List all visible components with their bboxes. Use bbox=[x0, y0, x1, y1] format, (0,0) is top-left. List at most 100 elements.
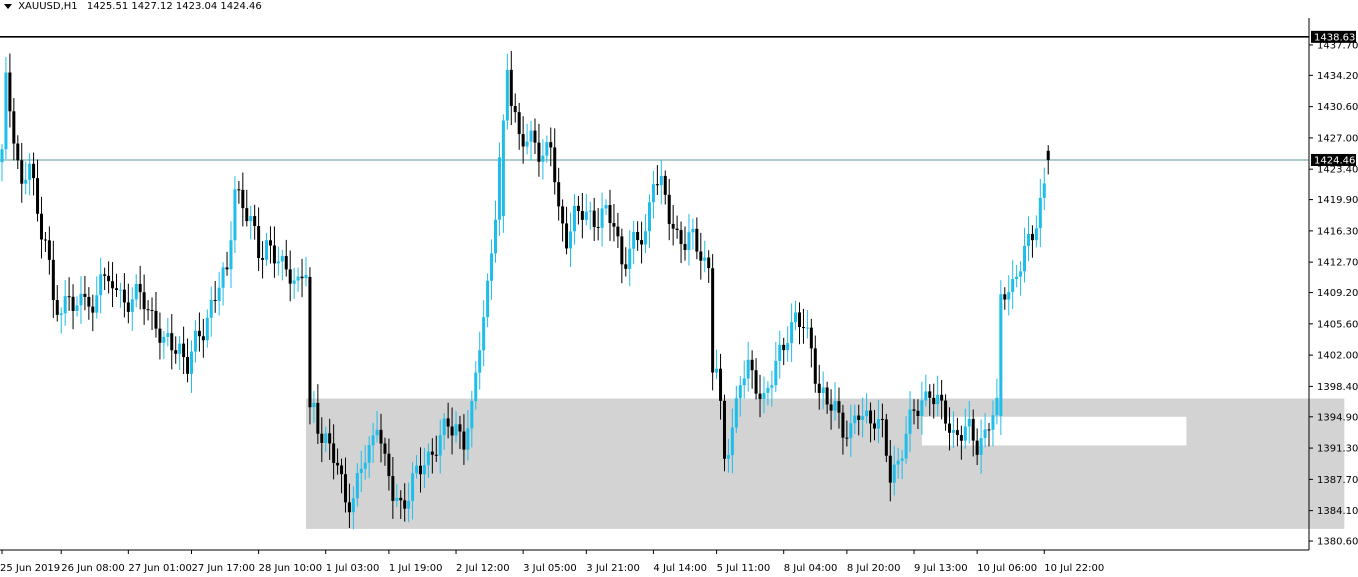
candle-body bbox=[853, 415, 857, 424]
candle-body bbox=[659, 175, 663, 186]
candle-body bbox=[221, 267, 225, 288]
time-tick-label: 5 Jul 11:00 bbox=[717, 563, 771, 574]
candle-body bbox=[261, 258, 265, 260]
candle-body bbox=[16, 143, 20, 161]
candle-body bbox=[225, 267, 229, 270]
time-tick-label: 3 Jul 05:00 bbox=[523, 563, 577, 574]
candle-body bbox=[691, 228, 695, 233]
candle-body bbox=[312, 402, 316, 408]
candle-body bbox=[47, 240, 51, 260]
candle-body bbox=[719, 368, 723, 401]
candle-body bbox=[904, 433, 908, 459]
candle-body bbox=[869, 410, 873, 424]
time-tick-label: 1 Jul 19:00 bbox=[389, 563, 443, 574]
candle-body bbox=[446, 418, 450, 427]
candle-body bbox=[920, 400, 924, 417]
price-tick-label: 1437.70 bbox=[1317, 40, 1358, 51]
time-tick-label: 27 Jun 17:00 bbox=[192, 563, 256, 574]
candle-body bbox=[442, 418, 446, 436]
candle-body bbox=[908, 409, 912, 434]
candle-body bbox=[142, 292, 146, 310]
current-price-tag: 1424.46 bbox=[1314, 155, 1355, 166]
candle-body bbox=[395, 497, 399, 501]
candle-body bbox=[438, 435, 442, 456]
candle-body bbox=[490, 253, 494, 281]
symbol-label: XAUUSD,H1 bbox=[18, 1, 78, 12]
candle-body bbox=[651, 184, 655, 203]
candle-body bbox=[778, 344, 782, 361]
candle-body bbox=[541, 155, 545, 162]
candle-body bbox=[63, 296, 67, 314]
candle-body bbox=[572, 205, 576, 232]
time-tick-label: 27 Jun 01:00 bbox=[128, 563, 192, 574]
candle-body bbox=[107, 275, 111, 282]
price-tick-label: 1423.40 bbox=[1317, 165, 1358, 176]
candle-body bbox=[249, 216, 253, 222]
candle-body bbox=[967, 418, 971, 427]
candle-body bbox=[134, 283, 138, 300]
candle-body bbox=[1026, 234, 1030, 246]
candle-body bbox=[932, 397, 936, 405]
candle-body bbox=[174, 350, 178, 354]
candle-body bbox=[422, 465, 426, 475]
candle-body bbox=[628, 248, 632, 269]
candle-body bbox=[55, 300, 59, 315]
demand-zone bbox=[305, 398, 1345, 529]
candle-body bbox=[95, 295, 99, 313]
candle-body bbox=[679, 230, 683, 244]
candle-body bbox=[979, 438, 983, 455]
triangle-down-icon[interactable] bbox=[4, 3, 12, 9]
candle-body bbox=[833, 401, 837, 411]
price-tick-label: 1434.20 bbox=[1317, 71, 1358, 82]
candle-body bbox=[257, 226, 261, 259]
price-tick-label: 1387.70 bbox=[1317, 475, 1358, 486]
candle-body bbox=[521, 134, 525, 147]
candle-body bbox=[845, 437, 849, 439]
chart-header: XAUUSD,H1 1425.51 1427.12 1423.04 1424.4… bbox=[4, 1, 262, 12]
candle-body bbox=[644, 231, 648, 245]
candle-body bbox=[166, 333, 170, 337]
price-tick-label: 1427.00 bbox=[1317, 133, 1358, 144]
candle-body bbox=[647, 202, 651, 232]
candle-body bbox=[75, 305, 79, 311]
candle-body bbox=[624, 264, 628, 269]
candle-body bbox=[533, 130, 537, 143]
candle-body bbox=[959, 435, 963, 441]
candle-body bbox=[245, 208, 249, 222]
candle-body bbox=[565, 223, 569, 249]
candle-body bbox=[51, 259, 55, 301]
candle-body bbox=[1003, 294, 1007, 300]
time-tick-label: 10 Jul 06:00 bbox=[977, 563, 1037, 574]
candle-body bbox=[486, 280, 490, 318]
candle-body bbox=[233, 189, 237, 241]
candle-body bbox=[430, 451, 434, 455]
time-tick-label: 25 Jun 2019 bbox=[0, 563, 60, 574]
candle-body bbox=[494, 219, 497, 254]
time-tick-label: 9 Jul 13:00 bbox=[914, 563, 968, 574]
candle-body bbox=[1030, 234, 1034, 241]
candle-body bbox=[762, 392, 766, 400]
time-tick-label: 28 Jun 10:00 bbox=[259, 563, 323, 574]
candle-body bbox=[12, 111, 16, 144]
candle-body bbox=[1038, 197, 1042, 229]
price-tick-label: 1409.20 bbox=[1317, 288, 1358, 299]
candle-body bbox=[71, 296, 75, 311]
candle-body bbox=[336, 462, 340, 466]
candle-body bbox=[715, 368, 719, 373]
candle-body bbox=[1007, 291, 1011, 300]
candle-body bbox=[750, 359, 754, 371]
candle-body bbox=[916, 410, 920, 417]
candle-body bbox=[418, 465, 422, 475]
candle-body bbox=[580, 211, 584, 220]
candle-body bbox=[655, 184, 659, 186]
candle-body bbox=[928, 391, 932, 398]
candle-body bbox=[892, 464, 896, 483]
candle-body bbox=[675, 228, 679, 231]
price-tick-label: 1391.30 bbox=[1317, 444, 1358, 455]
candle-body bbox=[505, 69, 509, 121]
time-tick-label: 1 Jul 03:00 bbox=[326, 563, 380, 574]
candle-body bbox=[375, 429, 379, 436]
candle-body bbox=[876, 418, 880, 429]
candle-body bbox=[513, 105, 517, 113]
